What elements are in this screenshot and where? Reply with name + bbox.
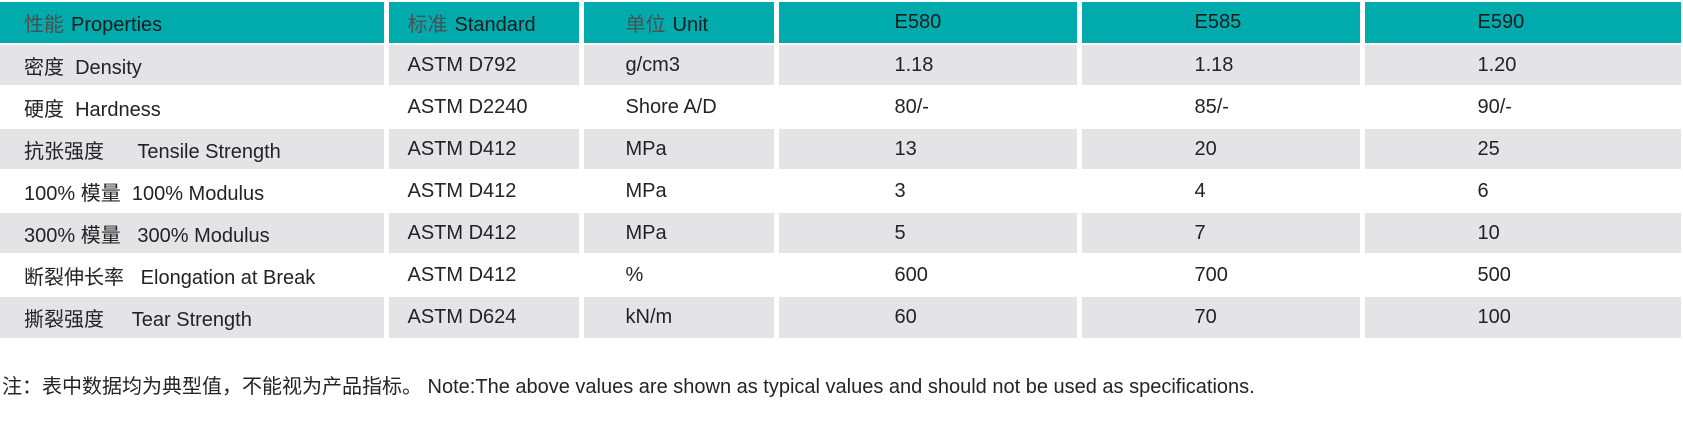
cell-value-e585: 85/-	[1076, 85, 1362, 128]
cell-value-e580: 5	[773, 211, 1079, 254]
cell-standard: ASTM D2240	[383, 85, 581, 128]
spec-table: 性能 Properties 标准 Standard 单位 Unit E580 E585…	[0, 2, 1683, 338]
table-row: 硬度 Hardness ASTM D2240 Shore A/D 80/- 85…	[0, 85, 1683, 128]
cell-value-e590: 25	[1359, 127, 1683, 170]
cell-property: 硬度 Hardness	[0, 85, 386, 128]
cell-property: 300% 模量 300% Modulus	[0, 211, 386, 254]
cell-value-e590: 6	[1359, 169, 1683, 212]
cell-unit: MPa	[578, 169, 776, 212]
cell-value-e585: 4	[1076, 169, 1362, 212]
footnote: 注：表中数据均为典型值，不能视为产品指标。 Note:The above val…	[2, 376, 1255, 398]
cell-value-e580: 13	[773, 127, 1079, 170]
unit-en-label: Unit	[672, 14, 709, 36]
column-header-grade-e590: E590	[1359, 2, 1683, 45]
table-row: 100% 模量 100% Modulus ASTM D412 MPa 3 4 6	[0, 169, 1683, 212]
header-row: 性能 Properties 标准 Standard 单位 Unit E580 E585…	[0, 2, 1683, 45]
cell-property: 撕裂强度 Tear Strength	[0, 295, 386, 338]
cell-unit: MPa	[578, 127, 776, 170]
cell-value-e580: 1.18	[773, 43, 1079, 86]
cell-value-e580: 60	[773, 295, 1079, 338]
cell-value-e585: 1.18	[1076, 43, 1362, 86]
column-header-standard: 标准 Standard	[383, 2, 581, 45]
cell-unit: Shore A/D	[578, 85, 776, 128]
cell-value-e590: 1.20	[1359, 43, 1683, 86]
cell-value-e590: 100	[1359, 295, 1683, 338]
table-row: 密度 Density ASTM D792 g/cm3 1.18 1.18 1.2…	[0, 43, 1683, 86]
cell-value-e580: 600	[773, 253, 1079, 296]
cell-standard: ASTM D412	[383, 253, 581, 296]
cell-value-e585: 20	[1076, 127, 1362, 170]
cell-standard: ASTM D412	[383, 127, 581, 170]
cell-value-e590: 500	[1359, 253, 1683, 296]
cell-value-e590: 90/-	[1359, 85, 1683, 128]
cell-value-e590: 10	[1359, 211, 1683, 254]
cell-unit: %	[578, 253, 776, 296]
cell-unit: kN/m	[578, 295, 776, 338]
column-header-properties: 性能 Properties	[0, 2, 386, 45]
cell-value-e580: 3	[773, 169, 1079, 212]
cell-value-e580: 80/-	[773, 85, 1079, 128]
table-row: 抗张强度 Tensile Strength ASTM D412 MPa 13 2…	[0, 127, 1683, 170]
cell-unit: MPa	[578, 211, 776, 254]
properties-zh-label: 性能	[24, 14, 64, 36]
properties-en-label: Properties	[71, 14, 163, 36]
cell-standard: ASTM D624	[383, 295, 581, 338]
table-row: 断裂伸长率 Elongation at Break ASTM D412 % 60…	[0, 253, 1683, 296]
cell-standard: ASTM D412	[383, 211, 581, 254]
cell-standard: ASTM D792	[383, 43, 581, 86]
cell-unit: g/cm3	[578, 43, 776, 86]
cell-property: 断裂伸长率 Elongation at Break	[0, 253, 386, 296]
column-header-grade-e580: E580	[773, 2, 1079, 45]
cell-property: 100% 模量 100% Modulus	[0, 169, 386, 212]
table-row: 300% 模量 300% Modulus ASTM D412 MPa 5 7 1…	[0, 211, 1683, 254]
cell-value-e585: 700	[1076, 253, 1362, 296]
cell-standard: ASTM D412	[383, 169, 581, 212]
cell-value-e585: 7	[1076, 211, 1362, 254]
column-header-grade-e585: E585	[1076, 2, 1362, 45]
table-row: 撕裂强度 Tear Strength ASTM D624 kN/m 60 70 …	[0, 295, 1683, 338]
cell-value-e585: 70	[1076, 295, 1362, 338]
cell-property: 抗张强度 Tensile Strength	[0, 127, 386, 170]
cell-property: 密度 Density	[0, 43, 386, 86]
unit-zh-label: 单位	[625, 14, 666, 36]
standard-en-label: Standard	[454, 14, 536, 36]
standard-zh-label: 标准	[407, 14, 448, 36]
column-header-unit: 单位 Unit	[578, 2, 776, 45]
